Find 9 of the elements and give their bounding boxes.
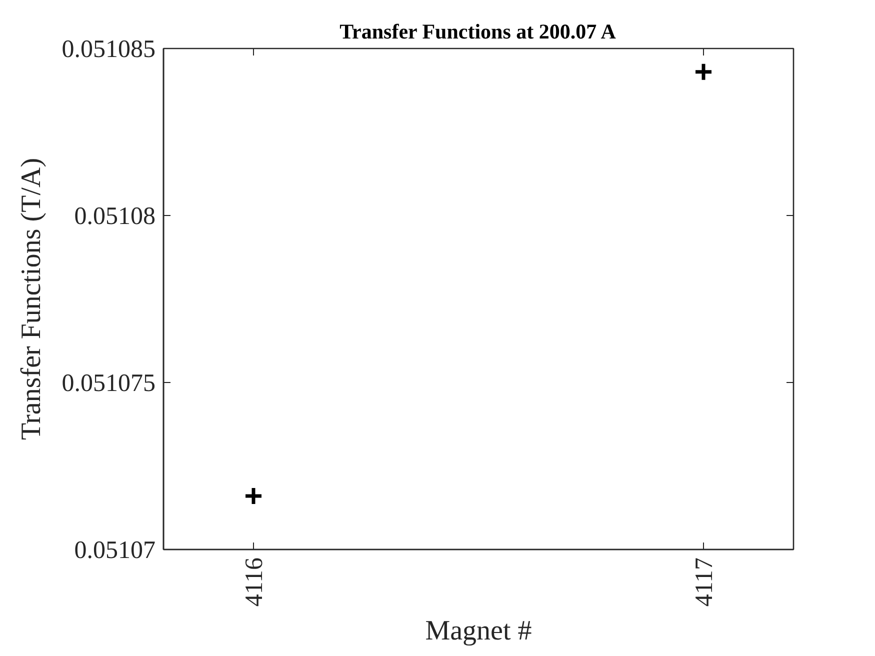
y-tick-label: 0.05108 bbox=[74, 203, 156, 230]
x-tick-label: 4117 bbox=[691, 557, 718, 607]
y-tick-label: 0.051075 bbox=[62, 370, 156, 397]
chart-title: Transfer Functions at 200.07 A bbox=[340, 20, 617, 44]
x-tick-label: 4116 bbox=[241, 557, 268, 607]
y-axis-title: Transfer Functions (T/A) bbox=[16, 158, 47, 440]
y-tick-label: 0.05107 bbox=[74, 537, 156, 564]
y-tick-label: 0.051085 bbox=[62, 36, 156, 63]
x-axis-title: Magnet # bbox=[425, 616, 532, 647]
